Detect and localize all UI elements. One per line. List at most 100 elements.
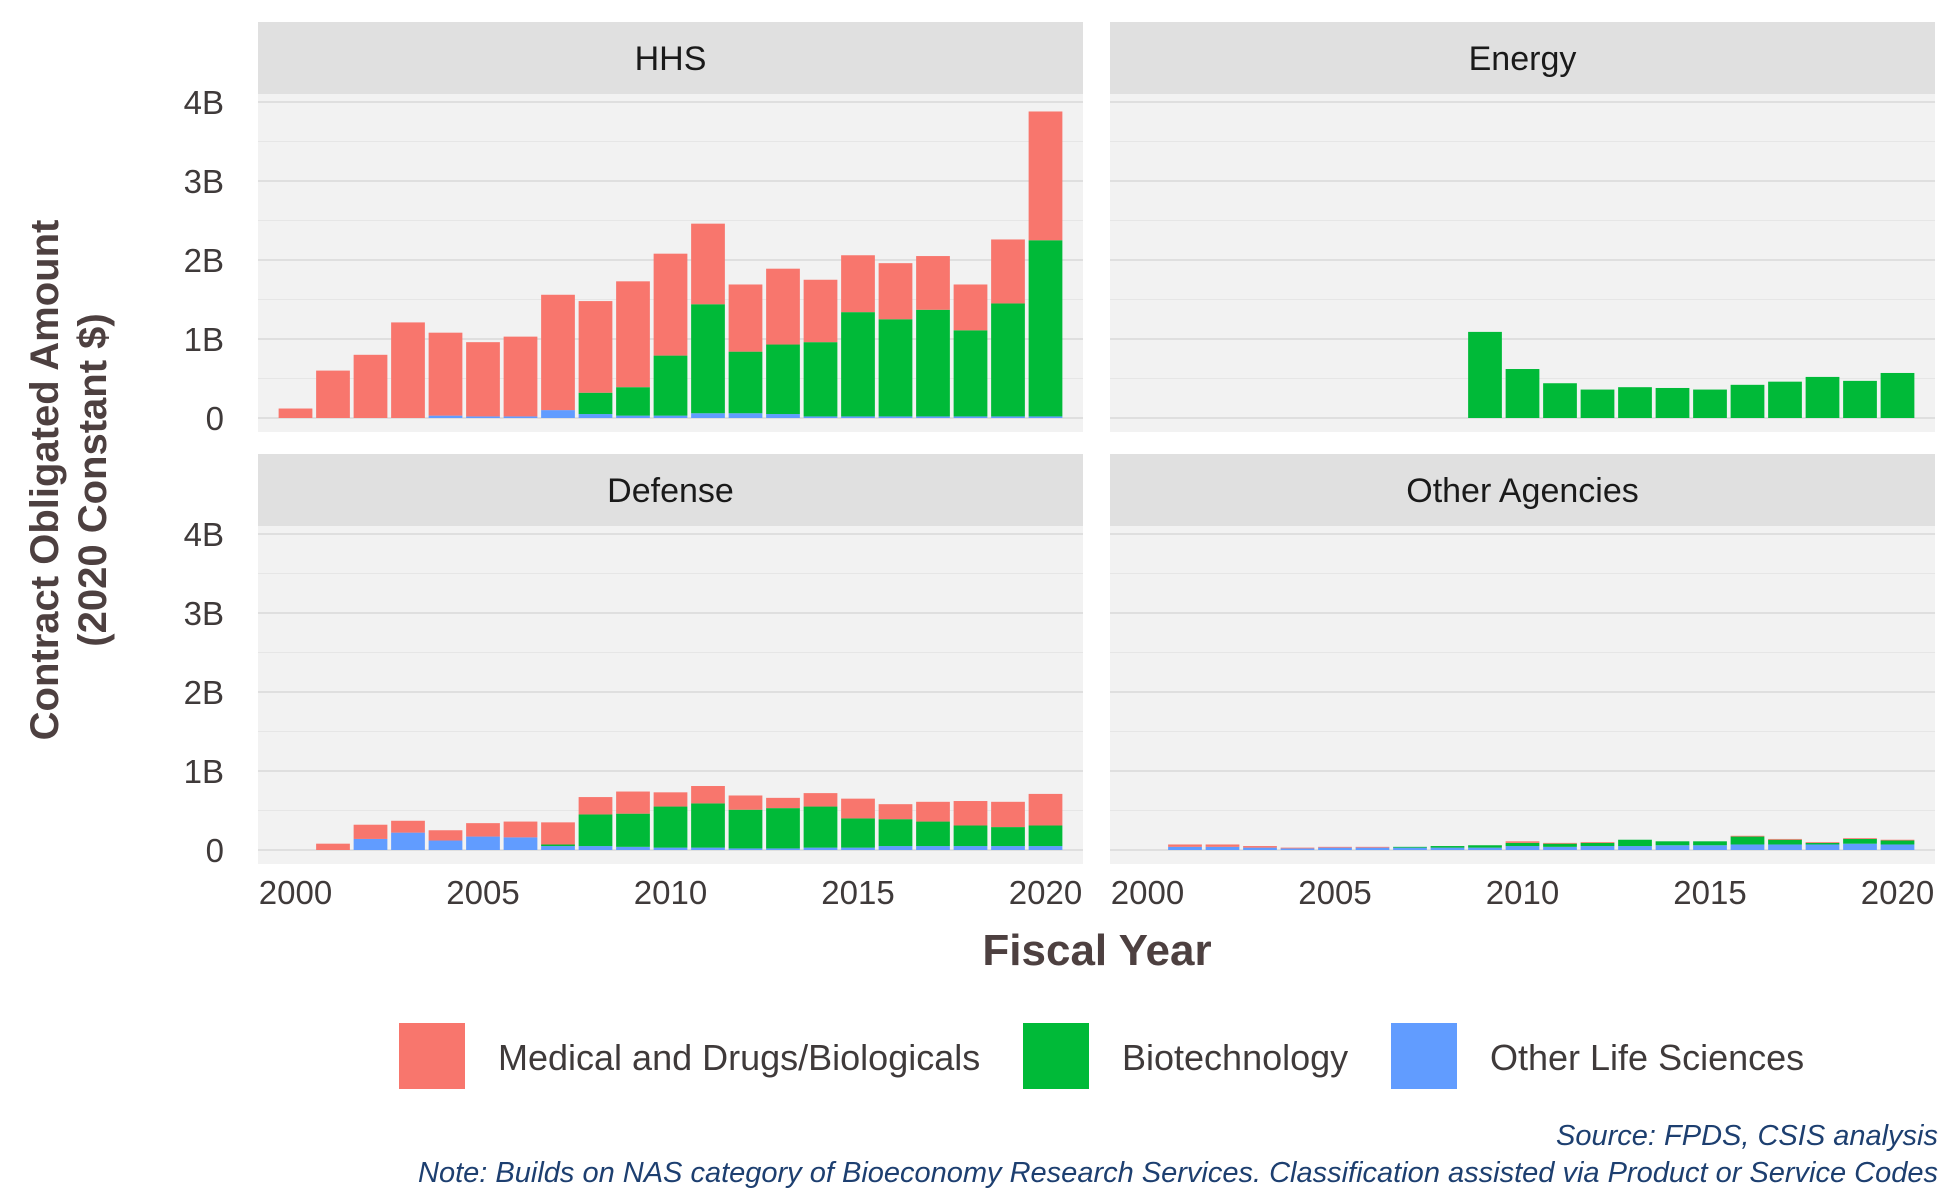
bar-other-agencies-2011-other-life-sciences xyxy=(1543,846,1577,850)
bar-hhs-2016-other-life-sciences xyxy=(878,416,913,418)
bar-hhs-2018-other-life-sciences xyxy=(953,416,988,418)
bar-defense-2017-biotechnology xyxy=(916,821,950,847)
bar-hhs-2017-biotechnology xyxy=(916,309,950,417)
y-tick-label: 0 xyxy=(206,400,224,437)
bar-hhs-2004-other-life-sciences xyxy=(428,415,463,418)
strip-defense xyxy=(258,454,1083,526)
bar-other-agencies-2020-biotechnology xyxy=(1880,840,1915,845)
bar-defense-2007-other-life-sciences xyxy=(541,846,575,850)
y-axis-title-line1: Contract Obligated Amount xyxy=(23,220,67,741)
bar-hhs-2015-medical-and-drugs-biologicals xyxy=(841,255,875,313)
bar-other-agencies-2002-medical-and-drugs-biologicals xyxy=(1205,844,1240,847)
bar-defense-2018-biotechnology xyxy=(953,825,988,847)
bar-other-agencies-2014-biotechnology xyxy=(1655,841,1690,846)
bar-defense-2013-biotechnology xyxy=(766,808,800,849)
bar-hhs-2017-other-life-sciences xyxy=(916,416,950,418)
bar-hhs-2015-biotechnology xyxy=(841,312,875,417)
bar-defense-2009-medical-and-drugs-biologicals xyxy=(616,791,650,814)
bar-defense-2017-other-life-sciences xyxy=(916,846,950,850)
bar-other-agencies-2007-other-life-sciences xyxy=(1393,847,1427,850)
bar-other-agencies-2017-medical-and-drugs-biologicals xyxy=(1768,838,1802,840)
bar-energy-2019-biotechnology xyxy=(1843,380,1877,418)
source-note: Source: FPDS, CSIS analysis xyxy=(1556,1120,1938,1152)
bar-energy-2016-biotechnology xyxy=(1730,384,1765,418)
bar-other-agencies-2004-other-life-sciences xyxy=(1280,848,1315,850)
bar-hhs-2008-biotechnology xyxy=(578,392,613,415)
bar-defense-2007-biotechnology xyxy=(541,844,575,847)
bar-hhs-2018-biotechnology xyxy=(953,330,988,417)
bar-hhs-2011-other-life-sciences xyxy=(691,413,725,418)
panel-defense: Defense 0 1B 2B 3B 4B 2000 2005 2010 2015 2020 xyxy=(184,454,1083,911)
bar-hhs-2013-medical-and-drugs-biologicals xyxy=(766,268,800,345)
bar-other-agencies-2011-medical-and-drugs-biologicals xyxy=(1543,842,1577,844)
bar-hhs-2017-medical-and-drugs-biologicals xyxy=(916,256,950,310)
bar-hhs-2000-medical-and-drugs-biologicals xyxy=(278,408,313,418)
bar-hhs-2014-biotechnology xyxy=(803,342,838,417)
bar-defense-2018-other-life-sciences xyxy=(953,846,988,850)
bar-defense-2004-medical-and-drugs-biologicals xyxy=(428,830,463,841)
bar-energy-2014-biotechnology xyxy=(1655,387,1690,418)
bar-defense-2009-other-life-sciences xyxy=(616,846,650,850)
bar-other-agencies-2015-other-life-sciences xyxy=(1693,845,1727,850)
bar-defense-2001-medical-and-drugs-biologicals xyxy=(316,843,350,850)
bar-hhs-2005-other-life-sciences xyxy=(466,416,500,418)
bar-defense-2014-biotechnology xyxy=(803,806,838,848)
bar-other-agencies-2002-other-life-sciences xyxy=(1205,846,1240,850)
bar-defense-2011-medical-and-drugs-biologicals xyxy=(691,786,725,804)
strip-energy xyxy=(1110,22,1935,94)
bar-defense-2007-medical-and-drugs-biologicals xyxy=(541,822,575,845)
bar-other-agencies-2010-medical-and-drugs-biologicals xyxy=(1505,841,1540,843)
bar-defense-2011-biotechnology xyxy=(691,803,725,848)
legend-label-other-life-sciences: Other Life Sciences xyxy=(1490,1037,1804,1078)
bar-hhs-2015-other-life-sciences xyxy=(841,416,875,418)
bar-defense-2014-medical-and-drugs-biologicals xyxy=(803,793,838,807)
bar-defense-2020-other-life-sciences xyxy=(1028,846,1063,850)
bar-defense-2006-other-life-sciences xyxy=(503,837,538,850)
bar-defense-2019-biotechnology xyxy=(991,827,1025,847)
bar-other-agencies-2016-medical-and-drugs-biologicals xyxy=(1730,835,1765,837)
x-axis-title: Fiscal Year xyxy=(982,926,1211,975)
bar-energy-2020-biotechnology xyxy=(1880,372,1915,418)
bar-hhs-2010-biotechnology xyxy=(653,355,688,416)
bar-hhs-2008-medical-and-drugs-biologicals xyxy=(578,301,613,393)
bar-defense-2012-medical-and-drugs-biologicals xyxy=(728,795,763,810)
bar-other-agencies-2018-medical-and-drugs-biologicals xyxy=(1805,842,1840,843)
bar-energy-2015-biotechnology xyxy=(1693,389,1727,418)
bar-defense-2017-medical-and-drugs-biologicals xyxy=(916,801,950,822)
x-tick-label: 2000 xyxy=(259,874,332,911)
y-tick-label: 1B xyxy=(184,321,224,358)
bar-defense-2015-other-life-sciences xyxy=(841,847,875,850)
bar-hhs-2003-medical-and-drugs-biologicals xyxy=(391,322,425,418)
bar-defense-2003-other-life-sciences xyxy=(391,832,425,850)
bar-defense-2003-medical-and-drugs-biologicals xyxy=(391,820,425,833)
x-tick-label: 2020 xyxy=(1861,874,1934,911)
classification-note: Note: Builds on NAS category of Bioecono… xyxy=(418,1157,1938,1189)
bar-defense-2012-biotechnology xyxy=(728,809,763,849)
bar-defense-2008-biotechnology xyxy=(578,814,613,847)
bar-defense-2004-other-life-sciences xyxy=(428,840,463,850)
bar-other-agencies-2018-biotechnology xyxy=(1805,842,1840,845)
bar-other-agencies-2017-other-life-sciences xyxy=(1768,844,1802,850)
bar-hhs-2019-medical-and-drugs-biologicals xyxy=(991,239,1025,304)
bar-defense-2002-other-life-sciences xyxy=(353,838,388,850)
bar-hhs-2020-medical-and-drugs-biologicals xyxy=(1028,111,1063,241)
strip-label-defense: Defense xyxy=(607,472,734,510)
bar-defense-2020-medical-and-drugs-biologicals xyxy=(1028,793,1063,826)
bar-defense-2008-medical-and-drugs-biologicals xyxy=(578,797,613,815)
legend-label-biotechnology: Biotechnology xyxy=(1122,1037,1348,1078)
bar-other-agencies-2012-medical-and-drugs-biologicals xyxy=(1580,842,1615,843)
bar-defense-2005-medical-and-drugs-biologicals xyxy=(466,823,500,837)
bar-hhs-2002-medical-and-drugs-biologicals xyxy=(353,354,388,418)
bar-other-agencies-2007-biotechnology xyxy=(1393,846,1427,848)
bar-hhs-2012-medical-and-drugs-biologicals xyxy=(728,284,763,352)
panel-energy: Energy xyxy=(1110,22,1935,432)
bar-energy-2012-biotechnology xyxy=(1580,389,1615,418)
bar-hhs-2018-medical-and-drugs-biologicals xyxy=(953,284,988,331)
bar-hhs-2006-medical-and-drugs-biologicals xyxy=(503,336,538,417)
facet-panels: HHS 0 1B 2B 3B 4B Energy Defense 0 1B 2B 3B 4B 2000 20… xyxy=(184,22,1935,911)
y-tick-label: 2B xyxy=(184,242,224,279)
y-tick-label: 1B xyxy=(184,753,224,790)
bar-hhs-2004-medical-and-drugs-biologicals xyxy=(428,332,463,416)
bar-other-agencies-2001-other-life-sciences xyxy=(1168,846,1202,850)
bar-hhs-2007-other-life-sciences xyxy=(541,410,575,418)
